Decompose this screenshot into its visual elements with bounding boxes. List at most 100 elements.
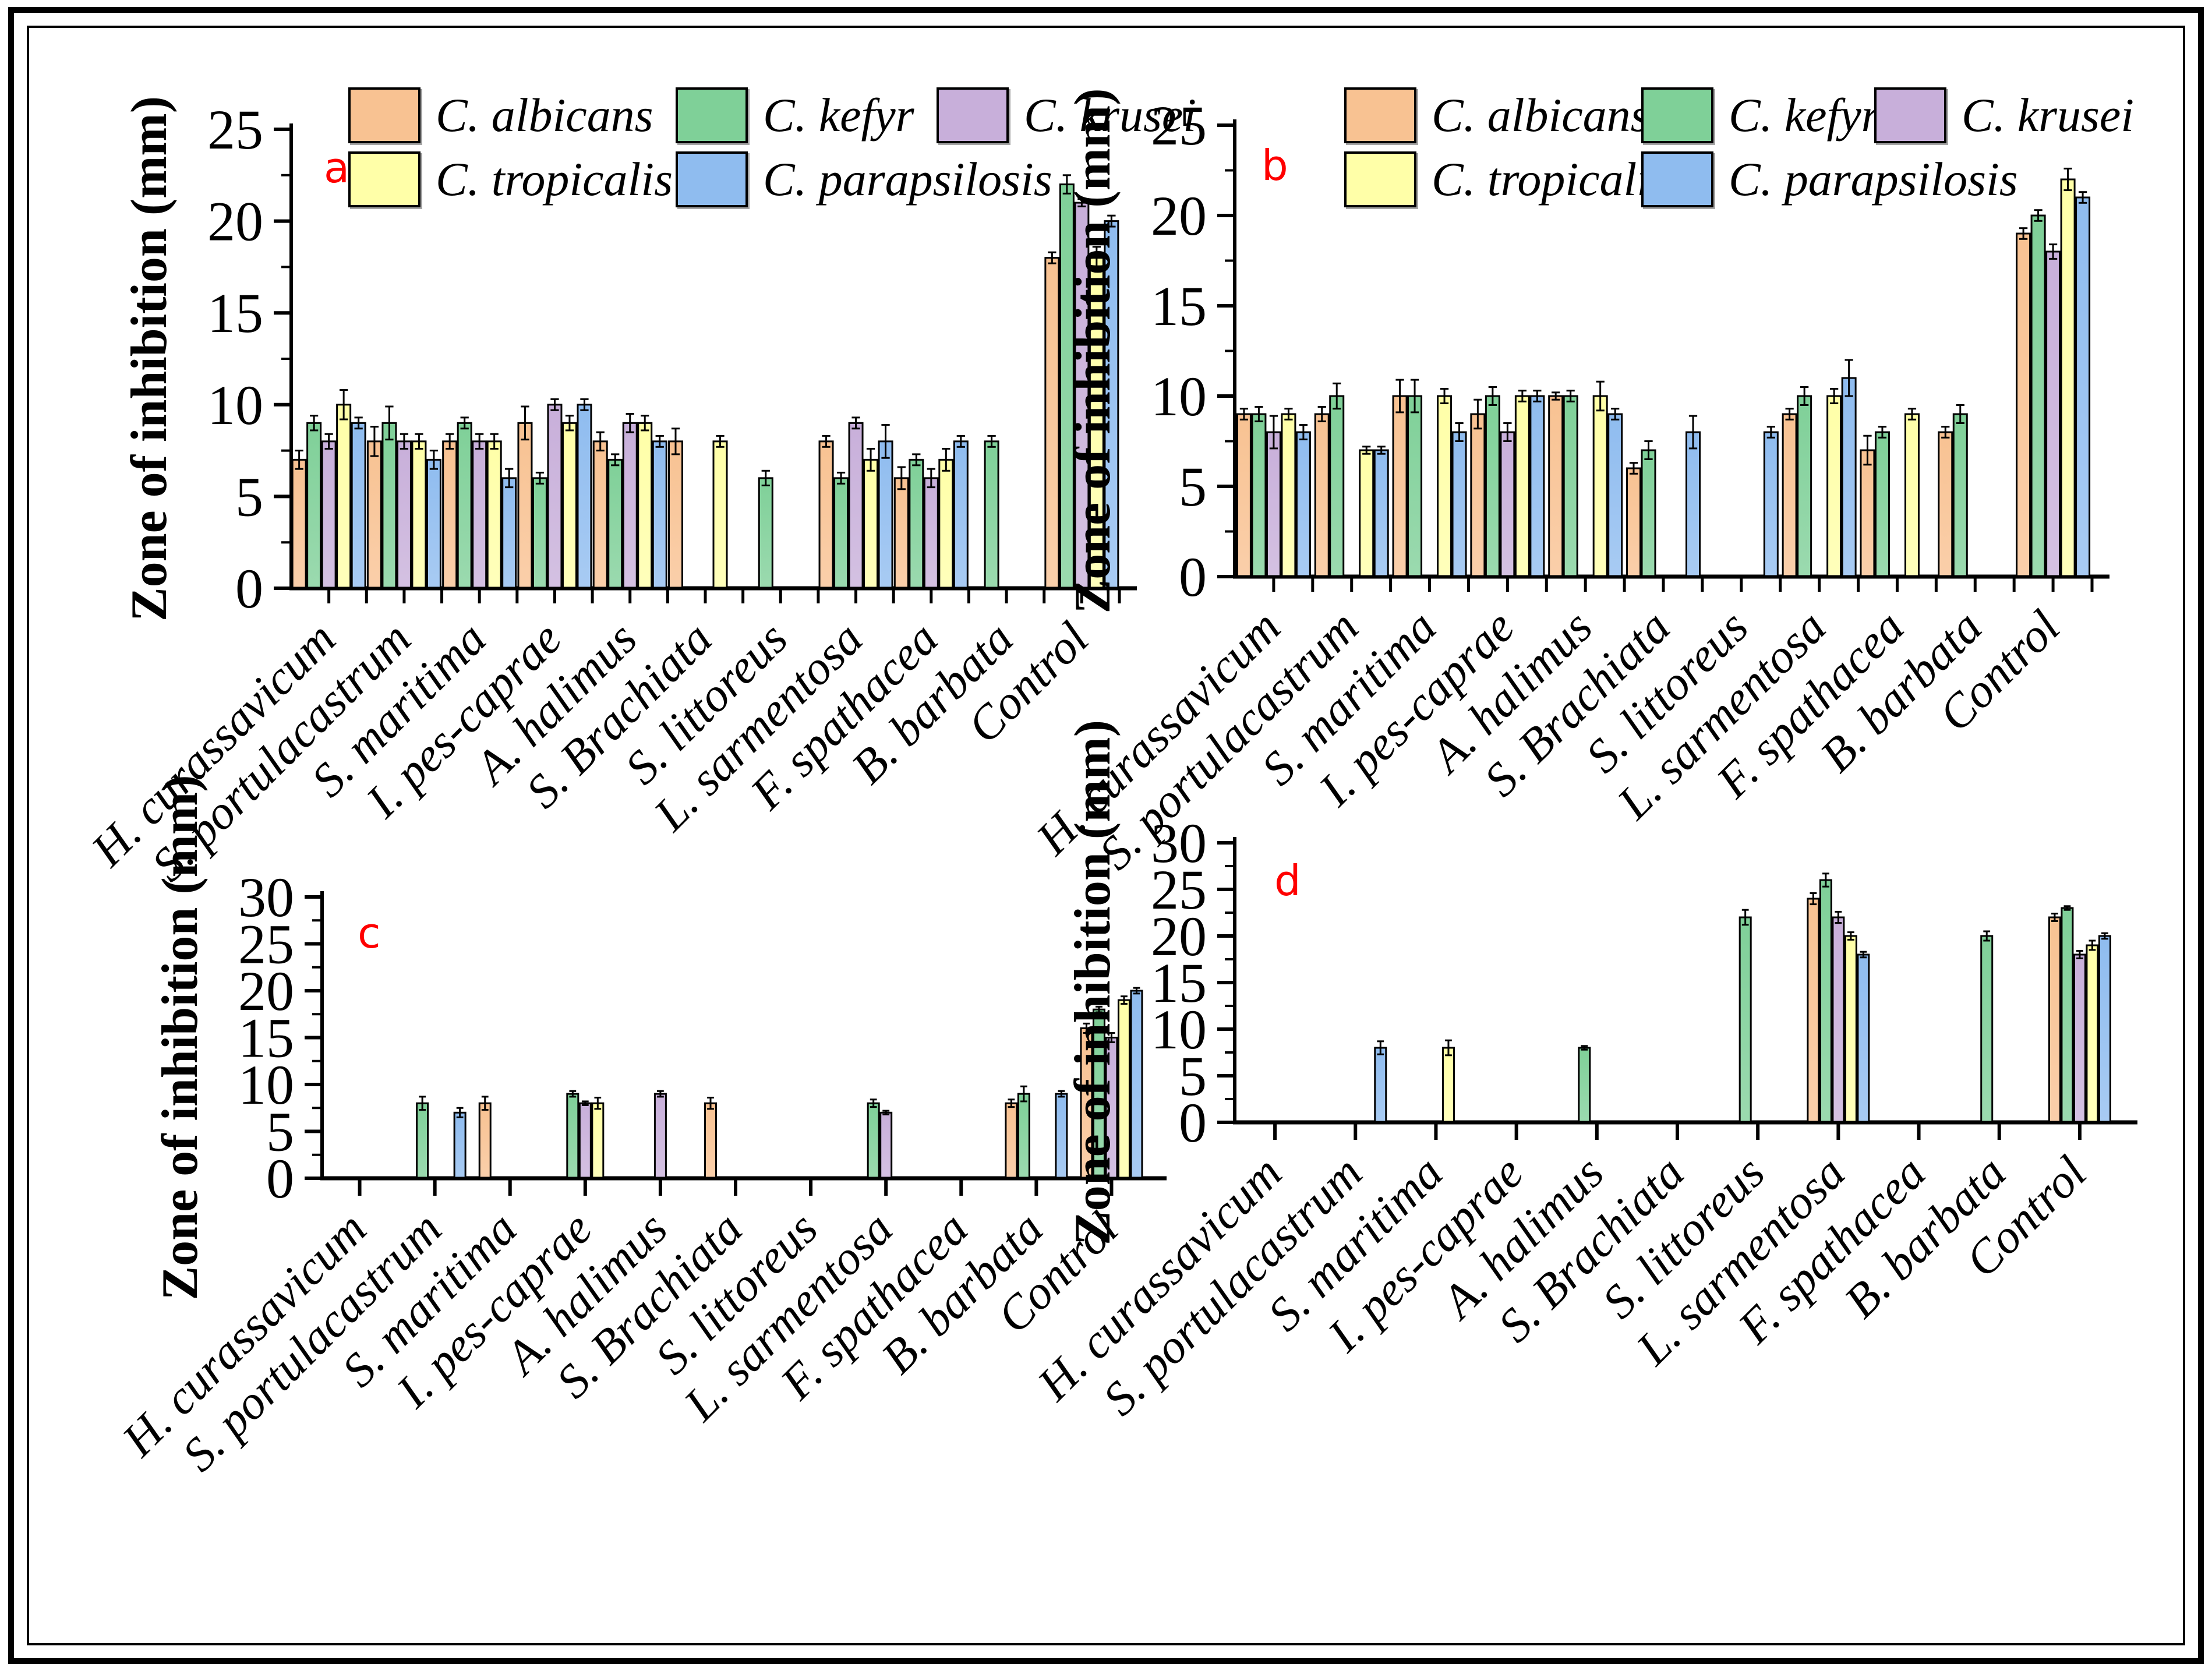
y-tick-label: 0 bbox=[1179, 546, 1207, 608]
bar-c-parapsilosis bbox=[426, 458, 441, 589]
bar-c-albicans bbox=[818, 440, 834, 589]
bar-c-kefyr bbox=[457, 422, 472, 589]
bar-c-kefyr bbox=[1251, 413, 1267, 577]
bar-c-albicans bbox=[1548, 395, 1564, 577]
bar-c-albicans bbox=[704, 1102, 717, 1179]
y-tick-label: 10 bbox=[238, 1054, 294, 1116]
y-axis-title: Zone of inhibition (mm) bbox=[1065, 88, 1121, 613]
y-tick-label: 20 bbox=[1151, 185, 1207, 247]
bar-c-tropicalis bbox=[637, 422, 653, 589]
bar-c-krusei bbox=[653, 1093, 667, 1179]
y-tick-label: 10 bbox=[1151, 998, 1207, 1061]
bar-c-krusei bbox=[1500, 431, 1515, 577]
y-tick-label: 5 bbox=[266, 1101, 294, 1163]
bar-c-kefyr bbox=[1485, 395, 1500, 577]
bar-c-parapsilosis bbox=[2075, 196, 2091, 577]
bar-c-albicans bbox=[366, 440, 382, 589]
bar-c-krusei bbox=[1832, 916, 1845, 1123]
bar-c-albicans bbox=[1782, 413, 1797, 577]
panel-letter-a: a bbox=[324, 143, 350, 192]
bar-c-parapsilosis bbox=[1451, 431, 1467, 577]
bar-c-parapsilosis bbox=[1841, 377, 1857, 577]
parapsilosis-swatch-icon bbox=[1641, 151, 1713, 207]
bar-c-kefyr bbox=[984, 440, 999, 589]
bar-c-parapsilosis bbox=[453, 1111, 467, 1179]
bar-c-albicans bbox=[1005, 1102, 1018, 1179]
bar-c-tropicalis bbox=[1904, 413, 1920, 577]
bar-c-parapsilosis bbox=[577, 404, 592, 589]
bar-c-parapsilosis bbox=[652, 440, 667, 589]
bar-c-parapsilosis bbox=[351, 422, 366, 589]
bar-c-kefyr bbox=[2030, 214, 2046, 577]
bar-c-albicans bbox=[1236, 413, 1252, 577]
bar-c-albicans bbox=[478, 1102, 492, 1179]
y-tick-label: 5 bbox=[235, 465, 263, 528]
legend-item-krusei: C. krusei bbox=[937, 87, 1196, 143]
bar-c-kefyr bbox=[1819, 879, 1832, 1123]
krusei-swatch-icon bbox=[937, 87, 1009, 143]
legend-item-parapsilosis: C. parapsilosis bbox=[1641, 151, 2018, 207]
bar-c-kefyr bbox=[2061, 907, 2074, 1123]
bar-c-tropicalis bbox=[1514, 395, 1530, 577]
bar-c-albicans bbox=[668, 440, 683, 589]
y-tick-label: 30 bbox=[238, 866, 294, 928]
bar-c-kefyr bbox=[381, 422, 397, 589]
bar-c-tropicalis bbox=[1826, 395, 1842, 577]
bar-c-albicans bbox=[1860, 449, 1875, 577]
bar-c-krusei bbox=[2073, 953, 2086, 1123]
figure-inner-border bbox=[27, 26, 2185, 1645]
bar-c-krusei bbox=[2045, 250, 2061, 577]
bar-c-albicans bbox=[1392, 395, 1408, 577]
bar-c-tropicalis bbox=[2060, 178, 2076, 577]
tropicalis-swatch-icon bbox=[1344, 151, 1416, 207]
legend-label: C. krusei bbox=[1962, 89, 2135, 142]
bar-c-parapsilosis bbox=[1685, 431, 1701, 577]
bar-c-albicans bbox=[2048, 916, 2061, 1123]
y-axis-title: Zone of inhibition (mm) bbox=[152, 775, 209, 1300]
bar-c-krusei bbox=[321, 440, 337, 589]
bar-c-krusei bbox=[472, 440, 487, 589]
parapsilosis-swatch-icon bbox=[676, 151, 748, 207]
albicans-swatch-icon bbox=[348, 87, 421, 143]
bar-c-kefyr bbox=[1017, 1093, 1030, 1179]
bar-c-kefyr bbox=[1578, 1047, 1591, 1123]
figure-outer-border bbox=[8, 7, 2204, 1664]
bar-c-kefyr bbox=[416, 1102, 429, 1179]
legend-item-kefyr: C. kefyr bbox=[1641, 87, 1880, 143]
bar-c-albicans bbox=[1314, 413, 1330, 577]
bar-c-tropicalis bbox=[1844, 935, 1857, 1123]
y-tick-label: 0 bbox=[266, 1147, 294, 1210]
bar-c-tropicalis bbox=[712, 440, 728, 589]
bar-c-parapsilosis bbox=[1857, 953, 1870, 1123]
bar-c-krusei bbox=[848, 422, 864, 589]
bar-c-kefyr bbox=[532, 477, 547, 589]
bar-c-tropicalis bbox=[486, 440, 502, 589]
y-tick-label: 0 bbox=[235, 557, 263, 620]
bar-c-albicans bbox=[442, 440, 458, 589]
bar-c-krusei bbox=[578, 1102, 592, 1179]
bar-c-tropicalis bbox=[591, 1102, 605, 1179]
krusei-swatch-icon bbox=[1874, 87, 1946, 143]
bar-c-parapsilosis bbox=[1295, 431, 1311, 577]
panel-letter-d: d bbox=[1274, 856, 1301, 905]
y-tick-label: 5 bbox=[1179, 455, 1207, 518]
bar-c-krusei bbox=[1266, 431, 1281, 577]
legend-label: C. kefyr bbox=[1729, 89, 1880, 142]
bar-c-parapsilosis bbox=[501, 477, 517, 589]
bar-c-parapsilosis bbox=[953, 440, 969, 589]
legend-panel-b: C. albicans C. kefyr C. krusei C. tropic… bbox=[1344, 87, 2134, 207]
y-tick-label: 15 bbox=[1151, 275, 1207, 337]
y-tick-label: 0 bbox=[1179, 1091, 1207, 1154]
y-tick-label: 25 bbox=[1151, 94, 1207, 157]
y-axis-title: Zone of inhibition (mm) bbox=[1065, 720, 1121, 1245]
albicans-swatch-icon bbox=[1344, 87, 1416, 143]
bar-c-kefyr bbox=[566, 1093, 579, 1179]
bar-c-kefyr bbox=[306, 422, 322, 589]
bar-c-parapsilosis bbox=[1607, 413, 1623, 577]
bar-c-kefyr bbox=[1980, 935, 1994, 1123]
y-tick-label: 20 bbox=[1151, 905, 1207, 967]
bar-c-albicans bbox=[893, 477, 909, 589]
bar-c-parapsilosis bbox=[1373, 449, 1389, 577]
